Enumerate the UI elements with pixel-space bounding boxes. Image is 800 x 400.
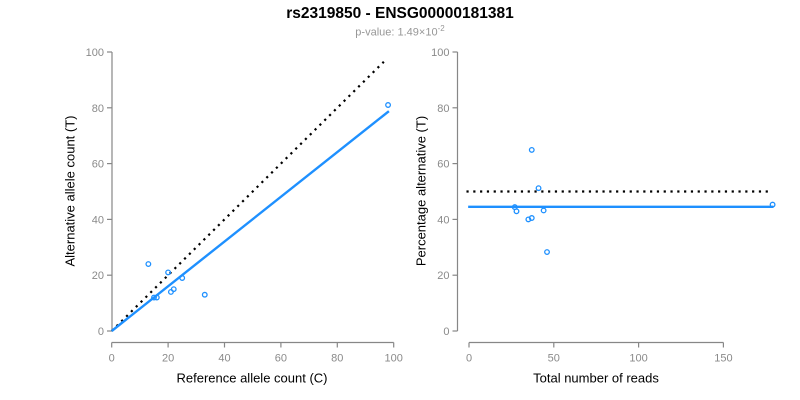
right-x-tick-label: 150 (714, 353, 732, 365)
right-y-tick-label: 40 (437, 214, 449, 226)
right-data-point (769, 201, 776, 208)
right-data-point (540, 207, 547, 214)
left-x-tick-label: 0 (109, 353, 115, 365)
left-data-point (153, 294, 160, 301)
left-x-tick-label: 100 (385, 353, 403, 365)
left-x-tick-label: 20 (162, 353, 174, 365)
right-x-tick-label: 100 (629, 353, 647, 365)
right-y-tick-label: 80 (437, 103, 449, 115)
page-title: rs2319850 - ENSG00000181381 (0, 5, 800, 23)
right-x-axis-label: Total number of reads (533, 370, 659, 386)
p-value-exponent: -2 (437, 24, 445, 33)
right-y-tick-label: 100 (431, 47, 449, 59)
identity-line (110, 60, 385, 332)
right-data-point (513, 208, 520, 215)
left-y-tick-label: 20 (92, 270, 104, 282)
left-y-tick-label: 40 (92, 214, 104, 226)
left-data-point (170, 286, 177, 293)
left-x-tick-label: 80 (331, 353, 343, 365)
right-y-axis-label: Percentage alternative (T) (413, 115, 429, 267)
left-data-point (165, 269, 172, 276)
right-y-tick-label: 60 (437, 159, 449, 171)
left-data-point (179, 275, 186, 281)
left-x-axis-label: Reference allele count (C) (176, 370, 328, 386)
title-text: rs2319850 - ENSG00000181381 (286, 5, 514, 22)
right-data-point (544, 249, 550, 255)
left-data-point (145, 261, 152, 267)
p-value-base: p-value: 1.49×10 (355, 26, 438, 39)
fit-line (110, 110, 390, 332)
left-data-point (151, 294, 157, 301)
right-x-tick-label: 0 (466, 353, 472, 365)
right-x-tick-label: 50 (548, 353, 560, 365)
left-data-point (201, 291, 208, 298)
left-data-point (385, 102, 392, 108)
p-value-subtitle: p-value: 1.49×10-2 (0, 24, 800, 39)
left-x-tick-label: 60 (275, 353, 287, 365)
left-y-tick-label: 0 (98, 326, 104, 338)
left-y-tick-label: 100 (86, 47, 104, 59)
right-data-point (535, 185, 542, 192)
left-y-axis-label: Alternative allele count (T) (62, 115, 78, 267)
right-data-point (528, 215, 535, 221)
left-x-tick-label: 40 (218, 353, 230, 365)
right-y-tick-label: 0 (443, 326, 449, 338)
right-data-point (528, 146, 535, 153)
right-y-tick-label: 20 (437, 270, 449, 282)
left-y-tick-label: 80 (92, 103, 104, 115)
left-y-tick-label: 60 (92, 159, 104, 171)
